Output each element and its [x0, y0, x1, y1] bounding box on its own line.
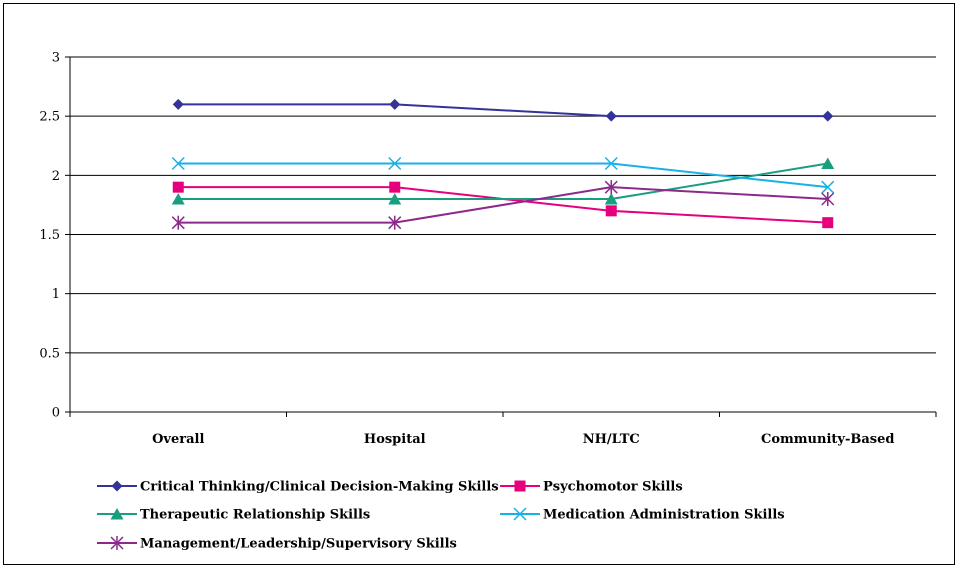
- series-3: [171, 156, 835, 194]
- data-point: [822, 217, 834, 229]
- x-tick-label: NH/LTC: [583, 432, 640, 447]
- x-tick-label: Hospital: [364, 432, 426, 447]
- series-0: [172, 98, 834, 122]
- data-point: [388, 156, 402, 171]
- y-tick-label: 0: [52, 406, 60, 421]
- legend-marker: [110, 508, 124, 520]
- x-tick-label: Overall: [152, 432, 204, 447]
- legend-label: Medication Administration Skills: [543, 508, 785, 523]
- data-point: [604, 193, 618, 205]
- marker-stroke: [821, 180, 835, 194]
- data-point: [604, 180, 618, 195]
- data-point: [605, 205, 617, 217]
- y-tick-label: 3: [52, 51, 60, 66]
- data-point: [172, 98, 184, 110]
- legend-item-3: Medication Administration Skills: [500, 507, 785, 523]
- data-point: [171, 156, 185, 171]
- data-point: [389, 98, 401, 110]
- legend-marker: [513, 507, 527, 521]
- marker-stroke: [171, 156, 185, 171]
- legend-item-4: Management/Leadership/Supervisory Skills: [97, 536, 457, 552]
- series-layer: [171, 98, 835, 230]
- data-point: [822, 110, 834, 122]
- data-point: [821, 192, 835, 206]
- series-4: [171, 180, 835, 230]
- series-line: [178, 103, 828, 118]
- data-point: [171, 193, 185, 205]
- legend-marker: [110, 536, 124, 550]
- series-2: [171, 157, 835, 205]
- legend-label: Critical Thinking/Clinical Decision-Maki…: [140, 480, 499, 495]
- axes: 0 0.5 1 1.5 2 2.5 3 Overall Hospital NH/LTC Commun…: [39, 51, 937, 447]
- data-point: [821, 180, 835, 194]
- series-line: [178, 162, 828, 189]
- legend-item-2: Therapeutic Relationship Skills: [97, 508, 370, 523]
- y-tick-label: 2: [52, 169, 60, 184]
- legend-marker: [514, 480, 526, 492]
- data-point: [388, 193, 402, 205]
- y-tick-label: 2.5: [39, 110, 60, 125]
- series-line: [178, 162, 828, 200]
- legend: Critical Thinking/Clinical Decision-Maki…: [97, 480, 785, 552]
- data-point: [389, 181, 401, 193]
- chart-frame: [3, 3, 955, 565]
- legend-item-0: Critical Thinking/Clinical Decision-Maki…: [97, 480, 499, 495]
- legend-label: Management/Leadership/Supervisory Skills: [140, 537, 457, 552]
- series-line: [178, 186, 828, 224]
- data-point: [605, 110, 617, 122]
- data-point: [172, 181, 184, 193]
- marker-stroke: [388, 156, 402, 171]
- legend-label: Therapeutic Relationship Skills: [140, 508, 370, 523]
- data-point: [171, 215, 185, 230]
- marker-stroke: [513, 507, 527, 521]
- x-tick-label: Community-Based: [761, 432, 894, 447]
- marker-stroke: [604, 156, 618, 171]
- data-point: [388, 215, 402, 230]
- y-tick-label: 1.5: [39, 228, 60, 243]
- y-tick-label: 0.5: [39, 346, 60, 361]
- data-point: [821, 157, 835, 169]
- data-point: [604, 156, 618, 171]
- legend-marker: [111, 480, 123, 492]
- legend-label: Psychomotor Skills: [543, 480, 683, 495]
- y-tick-label: 1: [52, 287, 60, 302]
- legend-item-1: Psychomotor Skills: [500, 480, 683, 495]
